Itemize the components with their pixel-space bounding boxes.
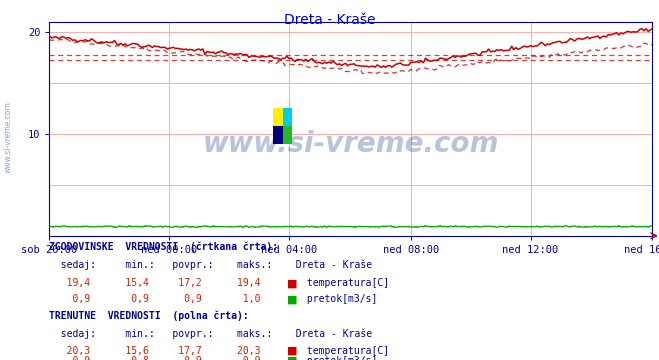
Bar bbox=[273, 108, 283, 126]
Text: ■: ■ bbox=[287, 278, 297, 288]
Text: sedaj:     min.:   povpr.:    maks.:    Dreta - Kraše: sedaj: min.: povpr.: maks.: Dreta - Kraš… bbox=[49, 328, 372, 339]
Bar bbox=[273, 126, 283, 144]
Text: TRENUTNE  VREDNOSTI  (polna črta):: TRENUTNE VREDNOSTI (polna črta): bbox=[49, 311, 249, 321]
Text: www.si-vreme.com: www.si-vreme.com bbox=[203, 130, 499, 158]
Text: ■: ■ bbox=[287, 356, 297, 360]
Text: ■: ■ bbox=[287, 294, 297, 305]
Text: Dreta - Kraše: Dreta - Kraše bbox=[284, 13, 375, 27]
Text: ■: ■ bbox=[287, 346, 297, 356]
Text: 19,4      15,4     17,2      19,4: 19,4 15,4 17,2 19,4 bbox=[49, 278, 261, 288]
Text: temperatura[C]: temperatura[C] bbox=[301, 278, 389, 288]
Text: sedaj:     min.:   povpr.:    maks.:    Dreta - Kraše: sedaj: min.: povpr.: maks.: Dreta - Kraš… bbox=[49, 260, 372, 270]
Bar bbox=[283, 108, 292, 126]
Text: pretok[m3/s]: pretok[m3/s] bbox=[301, 294, 378, 305]
Text: ZGODOVINSKE  VREDNOSTI  (črtkana črta):: ZGODOVINSKE VREDNOSTI (črtkana črta): bbox=[49, 242, 279, 252]
Bar bbox=[283, 126, 292, 144]
Text: 0,9       0,8      0,9       0,9: 0,9 0,8 0,9 0,9 bbox=[49, 356, 261, 360]
Text: temperatura[C]: temperatura[C] bbox=[301, 346, 389, 356]
Text: 0,9       0,9      0,9       1,0: 0,9 0,9 0,9 1,0 bbox=[49, 294, 261, 305]
Text: www.si-vreme.com: www.si-vreme.com bbox=[3, 101, 13, 173]
Text: 20,3      15,6     17,7      20,3: 20,3 15,6 17,7 20,3 bbox=[49, 346, 261, 356]
Text: pretok[m3/s]: pretok[m3/s] bbox=[301, 356, 378, 360]
